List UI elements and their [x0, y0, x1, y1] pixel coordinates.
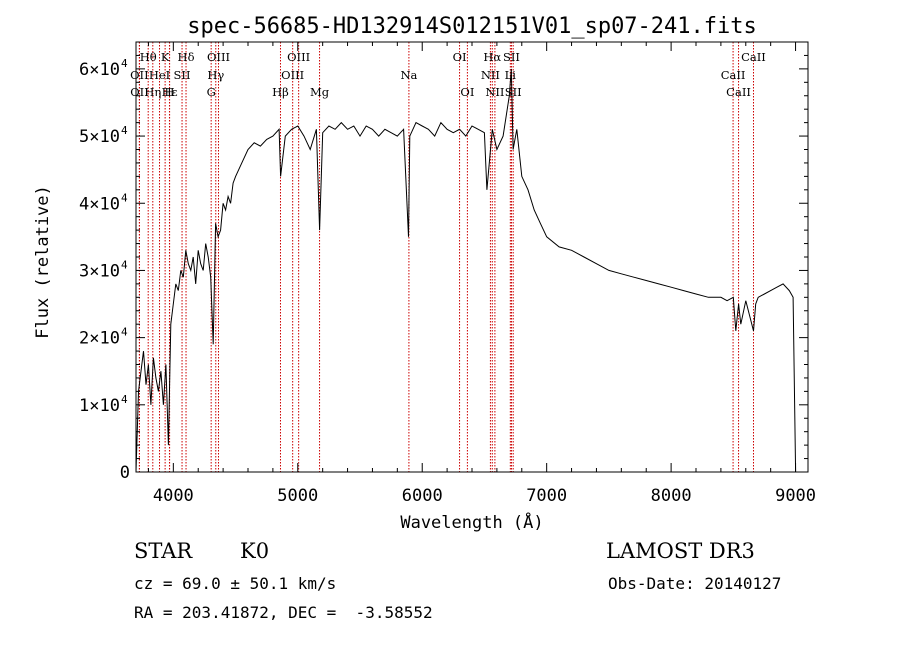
x-tick-label: 4000 — [153, 486, 194, 506]
x-axis-ticks: 4000 5000 6000 7000 8000 9000 — [147, 42, 816, 506]
line-label: SII — [174, 68, 191, 82]
y-tick-label: 5×10 — [79, 127, 120, 147]
line-label: Hη — [144, 85, 161, 99]
y-tick-exponent: 4 — [121, 191, 128, 204]
y-tick-label: 0 — [120, 463, 130, 483]
line-label: Na — [400, 68, 417, 82]
y-tick-label: 3×10 — [79, 261, 120, 281]
spectral-line-labels: Hθ OII OII K HeI Hε Hδ SII Hη H OIII Hγ G OIII OIII Hβ M… — [130, 50, 766, 99]
line-label: OIII — [207, 50, 230, 64]
y-axis-ticks: 01×10 42×10 43×10 44×10 45×10 46×10 4 — [79, 54, 808, 483]
y-tick-exponent: 4 — [121, 124, 128, 137]
line-label: OIII — [281, 68, 304, 82]
spectrum-line — [135, 68, 797, 473]
object-subclass: K0 — [240, 539, 270, 563]
x-tick-label: 8000 — [651, 486, 692, 506]
y-tick-label: 4×10 — [79, 194, 120, 214]
line-label: OII — [130, 85, 149, 99]
line-label: Hγ — [207, 68, 224, 82]
line-label: Hθ — [140, 50, 157, 64]
redshift-velocity: cz = 69.0 ± 50.1 km/s — [134, 574, 337, 593]
line-label: CaII — [726, 85, 751, 99]
spectral-line-markers — [138, 42, 754, 472]
line-label: Hα — [483, 50, 501, 64]
y-tick-label: 2×10 — [79, 329, 120, 349]
x-tick-label: 6000 — [402, 486, 443, 506]
y-tick-exponent: 4 — [121, 258, 128, 271]
line-label: NII — [481, 68, 500, 82]
line-label: Hε — [162, 85, 178, 99]
survey-name: LAMOST DR3 — [606, 539, 755, 563]
line-label: SII — [505, 85, 522, 99]
line-label: K — [161, 50, 170, 64]
line-label: Hδ — [178, 50, 195, 64]
plot-frame — [135, 41, 809, 473]
observation-date: Obs-Date: 20140127 — [608, 574, 782, 593]
line-label: Li — [505, 68, 517, 82]
line-label: OIII — [287, 50, 310, 64]
x-axis-label: Wavelength (Å) — [400, 511, 543, 533]
x-tick-label: 5000 — [277, 486, 318, 506]
line-label: OII — [130, 68, 149, 82]
y-tick-label: 6×10 — [79, 60, 120, 80]
y-tick-exponent: 4 — [121, 326, 128, 339]
line-label: NII — [485, 85, 504, 99]
line-label: CaII — [721, 68, 746, 82]
y-tick-exponent: 4 — [121, 57, 128, 70]
line-label: CaII — [741, 50, 766, 64]
line-label: HeI — [149, 68, 170, 82]
line-label: OI — [453, 50, 467, 64]
line-label: SII — [503, 50, 520, 64]
chart-title: spec-56685-HD132914S012151V01_sp07-241.f… — [187, 14, 757, 39]
y-axis-label: Flux (relative) — [33, 185, 53, 339]
line-label: H — [164, 85, 174, 99]
y-tick-exponent: 4 — [121, 393, 128, 406]
line-label: Hβ — [272, 85, 289, 99]
y-tick-label: 1×10 — [79, 396, 120, 416]
line-label: Mg — [310, 85, 330, 99]
coordinates: RA = 203.41872, DEC = -3.58552 — [134, 603, 433, 622]
object-class: STAR — [134, 539, 193, 563]
line-label: G — [207, 85, 216, 99]
line-label: OI — [460, 85, 474, 99]
x-tick-label: 7000 — [526, 486, 567, 506]
x-tick-label: 9000 — [775, 486, 816, 506]
